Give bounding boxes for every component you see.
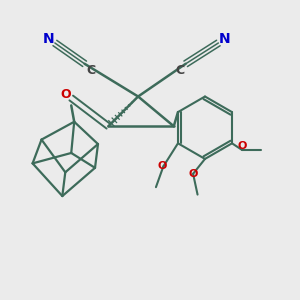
Text: C: C [86, 64, 95, 77]
Text: O: O [157, 161, 167, 171]
Text: N: N [43, 32, 54, 46]
Text: O: O [61, 88, 71, 101]
Text: C: C [175, 64, 184, 77]
Text: O: O [188, 169, 198, 179]
Text: O: O [238, 140, 247, 151]
Text: N: N [219, 32, 231, 46]
